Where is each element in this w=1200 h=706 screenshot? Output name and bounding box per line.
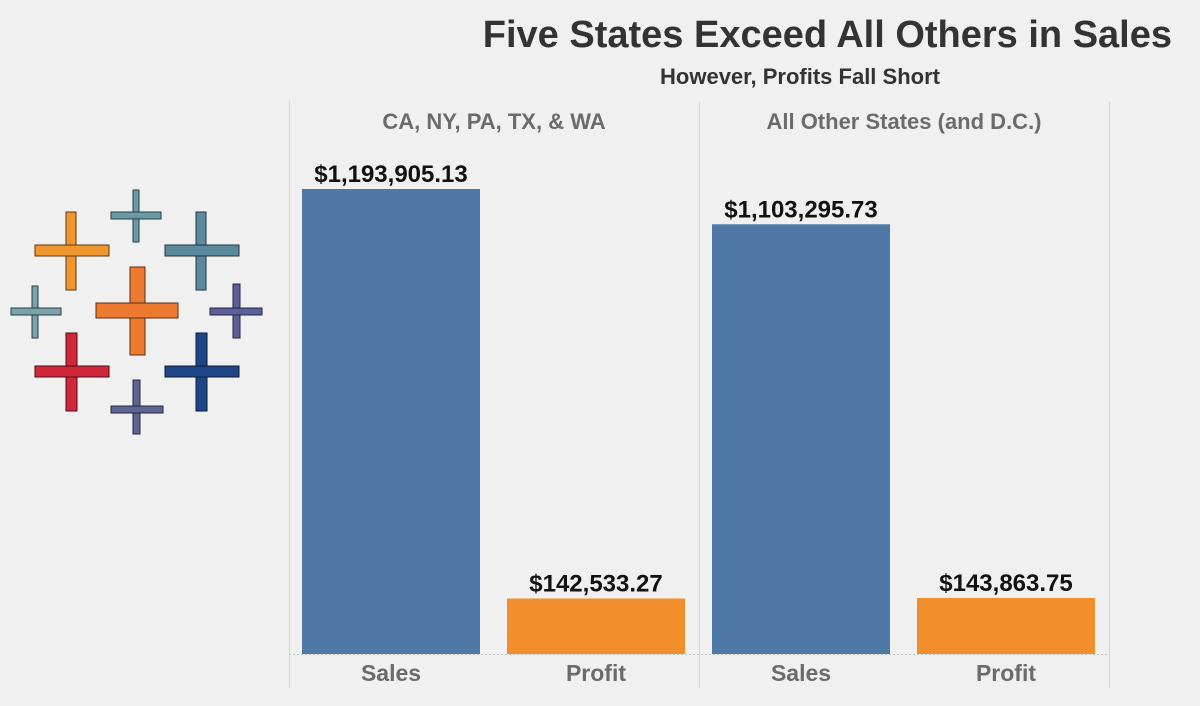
- panel-header: CA, NY, PA, TX, & WA: [382, 109, 605, 134]
- data-label: $143,863.75: [939, 570, 1072, 597]
- data-label: $1,103,295.73: [724, 196, 877, 223]
- data-label: $1,193,905.13: [314, 161, 467, 188]
- sales-bar: [712, 224, 890, 654]
- data-label: $142,533.27: [529, 570, 662, 597]
- tableau-logo-icon: [10, 189, 263, 435]
- panel-header: All Other States (and D.C.): [766, 109, 1041, 134]
- sales-bar: [302, 189, 480, 654]
- x-tick-label: Sales: [361, 660, 421, 686]
- profit-bar: [507, 598, 685, 654]
- x-tick-label: Profit: [976, 660, 1036, 686]
- x-tick-label: Profit: [566, 660, 626, 686]
- x-tick-label: Sales: [771, 660, 831, 686]
- chart-subtitle: However, Profits Fall Short: [660, 64, 940, 89]
- profit-bar: [917, 597, 1095, 654]
- chart-title: Five States Exceed All Others in Sales: [482, 14, 1172, 56]
